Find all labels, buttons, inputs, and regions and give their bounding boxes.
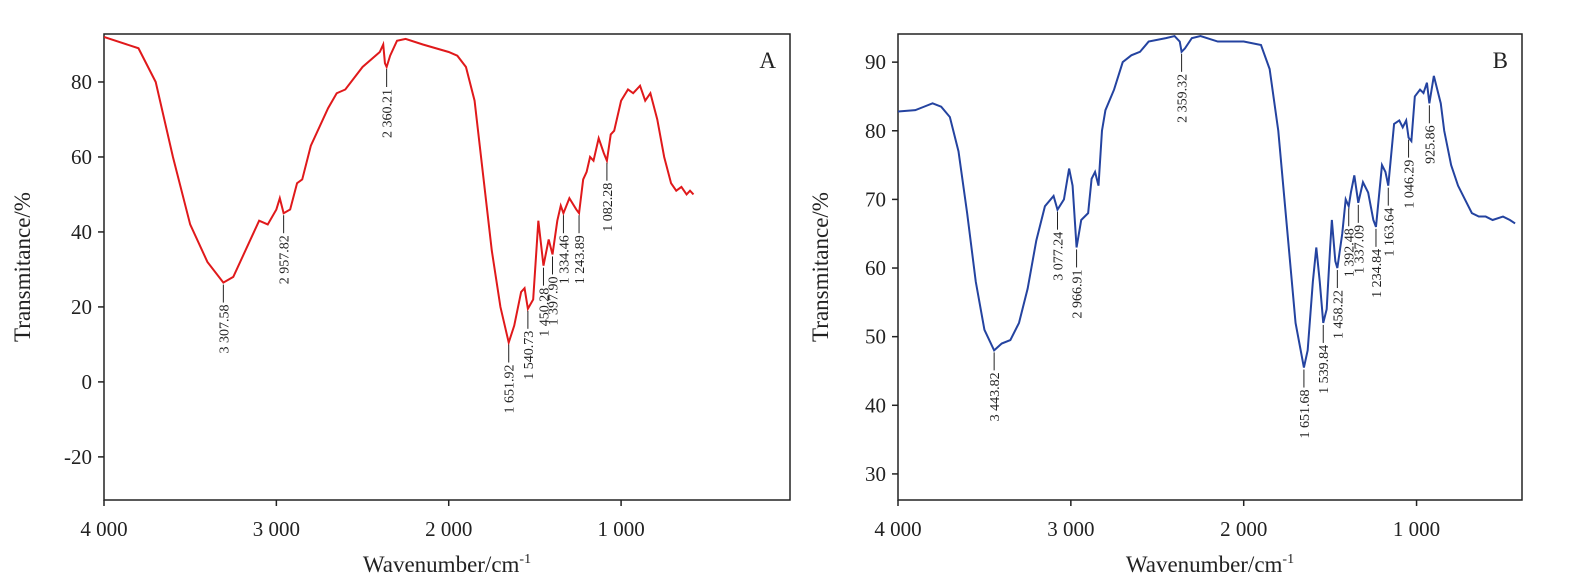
annotation-label: 2 359.32: [1176, 74, 1191, 123]
annotation-label: 1 651.92: [503, 365, 518, 414]
y-tick-label: 20: [71, 295, 92, 319]
x-tick-label: 2 000: [425, 517, 472, 541]
annotation-label: 1 243.89: [573, 235, 588, 284]
y-axis-label: Transmitance/%: [808, 192, 833, 342]
y-tick-label: 40: [71, 220, 92, 244]
x-axis-label-main: Wavenumber/cm: [1126, 552, 1283, 577]
x-tick-label: 2 000: [1220, 517, 1267, 541]
annotation-label: 1 392.48: [1343, 228, 1358, 277]
annotation-label: 925.86: [1423, 125, 1438, 164]
annotation-label: 2 957.82: [278, 235, 293, 284]
y-axis-label: Transmitance/%: [10, 192, 35, 342]
annotation-label: 1 458.22: [1331, 290, 1346, 339]
x-axis-label-sup: -1: [519, 552, 531, 567]
annotation-label: 1 046.29: [1403, 160, 1418, 209]
y-tick-label: 50: [865, 325, 886, 349]
y-tick-label: 60: [865, 256, 886, 280]
y-tick-label: 60: [71, 145, 92, 169]
y-tick-label: 90: [865, 50, 886, 74]
x-axis-label: Wavenumber/cm-1: [1126, 552, 1294, 577]
y-tick-label: -20: [64, 445, 92, 469]
y-tick-label: 40: [865, 393, 886, 417]
annotation-label: 3 307.58: [217, 305, 232, 354]
annotation-label: 3 077.24: [1052, 232, 1067, 281]
annotation-label: 1 540.73: [522, 331, 537, 380]
panel-label: B: [1493, 48, 1508, 73]
x-tick-label: 3 000: [1047, 517, 1094, 541]
annotation-label: 3 443.82: [988, 372, 1003, 421]
y-tick-label: 0: [82, 370, 93, 394]
annotation-label: 1 334.46: [557, 235, 572, 284]
x-tick-label: 4 000: [80, 517, 127, 541]
spectrum-line: [104, 36, 695, 347]
annotation-label: 1 539.84: [1317, 345, 1332, 394]
annotation-label: 1 337.09: [1352, 225, 1367, 274]
x-axis-label-main: Wavenumber/cm: [363, 552, 520, 577]
x-axis-label-sup: -1: [1282, 552, 1294, 567]
x-tick-label: 4 000: [874, 517, 921, 541]
annotation-label: 1 082.28: [601, 183, 616, 232]
annotation-label: 2 360.21: [381, 89, 396, 138]
annotation-label: 1 397.90: [547, 276, 562, 325]
spectrum-line: [898, 34, 1516, 368]
annotation-label: 1 234.84: [1370, 249, 1385, 298]
plot-frame: [103, 33, 791, 501]
x-axis-label: Wavenumber/cm-1: [363, 552, 531, 577]
panel-label: A: [759, 48, 776, 73]
x-tick-label: 1 000: [1393, 517, 1440, 541]
y-tick-label: 30: [865, 462, 886, 486]
y-tick-label: 70: [865, 187, 886, 211]
plot-frame: [897, 33, 1523, 501]
y-tick-label: 80: [71, 70, 92, 94]
annotation-label: 1 651.68: [1298, 390, 1313, 439]
annotation-label: 1 450.28: [537, 288, 552, 337]
x-tick-label: 1 000: [597, 517, 644, 541]
annotation-label: 2 966.91: [1071, 269, 1086, 318]
annotation-label: 1 163.64: [1382, 208, 1397, 257]
y-tick-label: 80: [865, 119, 886, 143]
x-tick-label: 3 000: [253, 517, 300, 541]
